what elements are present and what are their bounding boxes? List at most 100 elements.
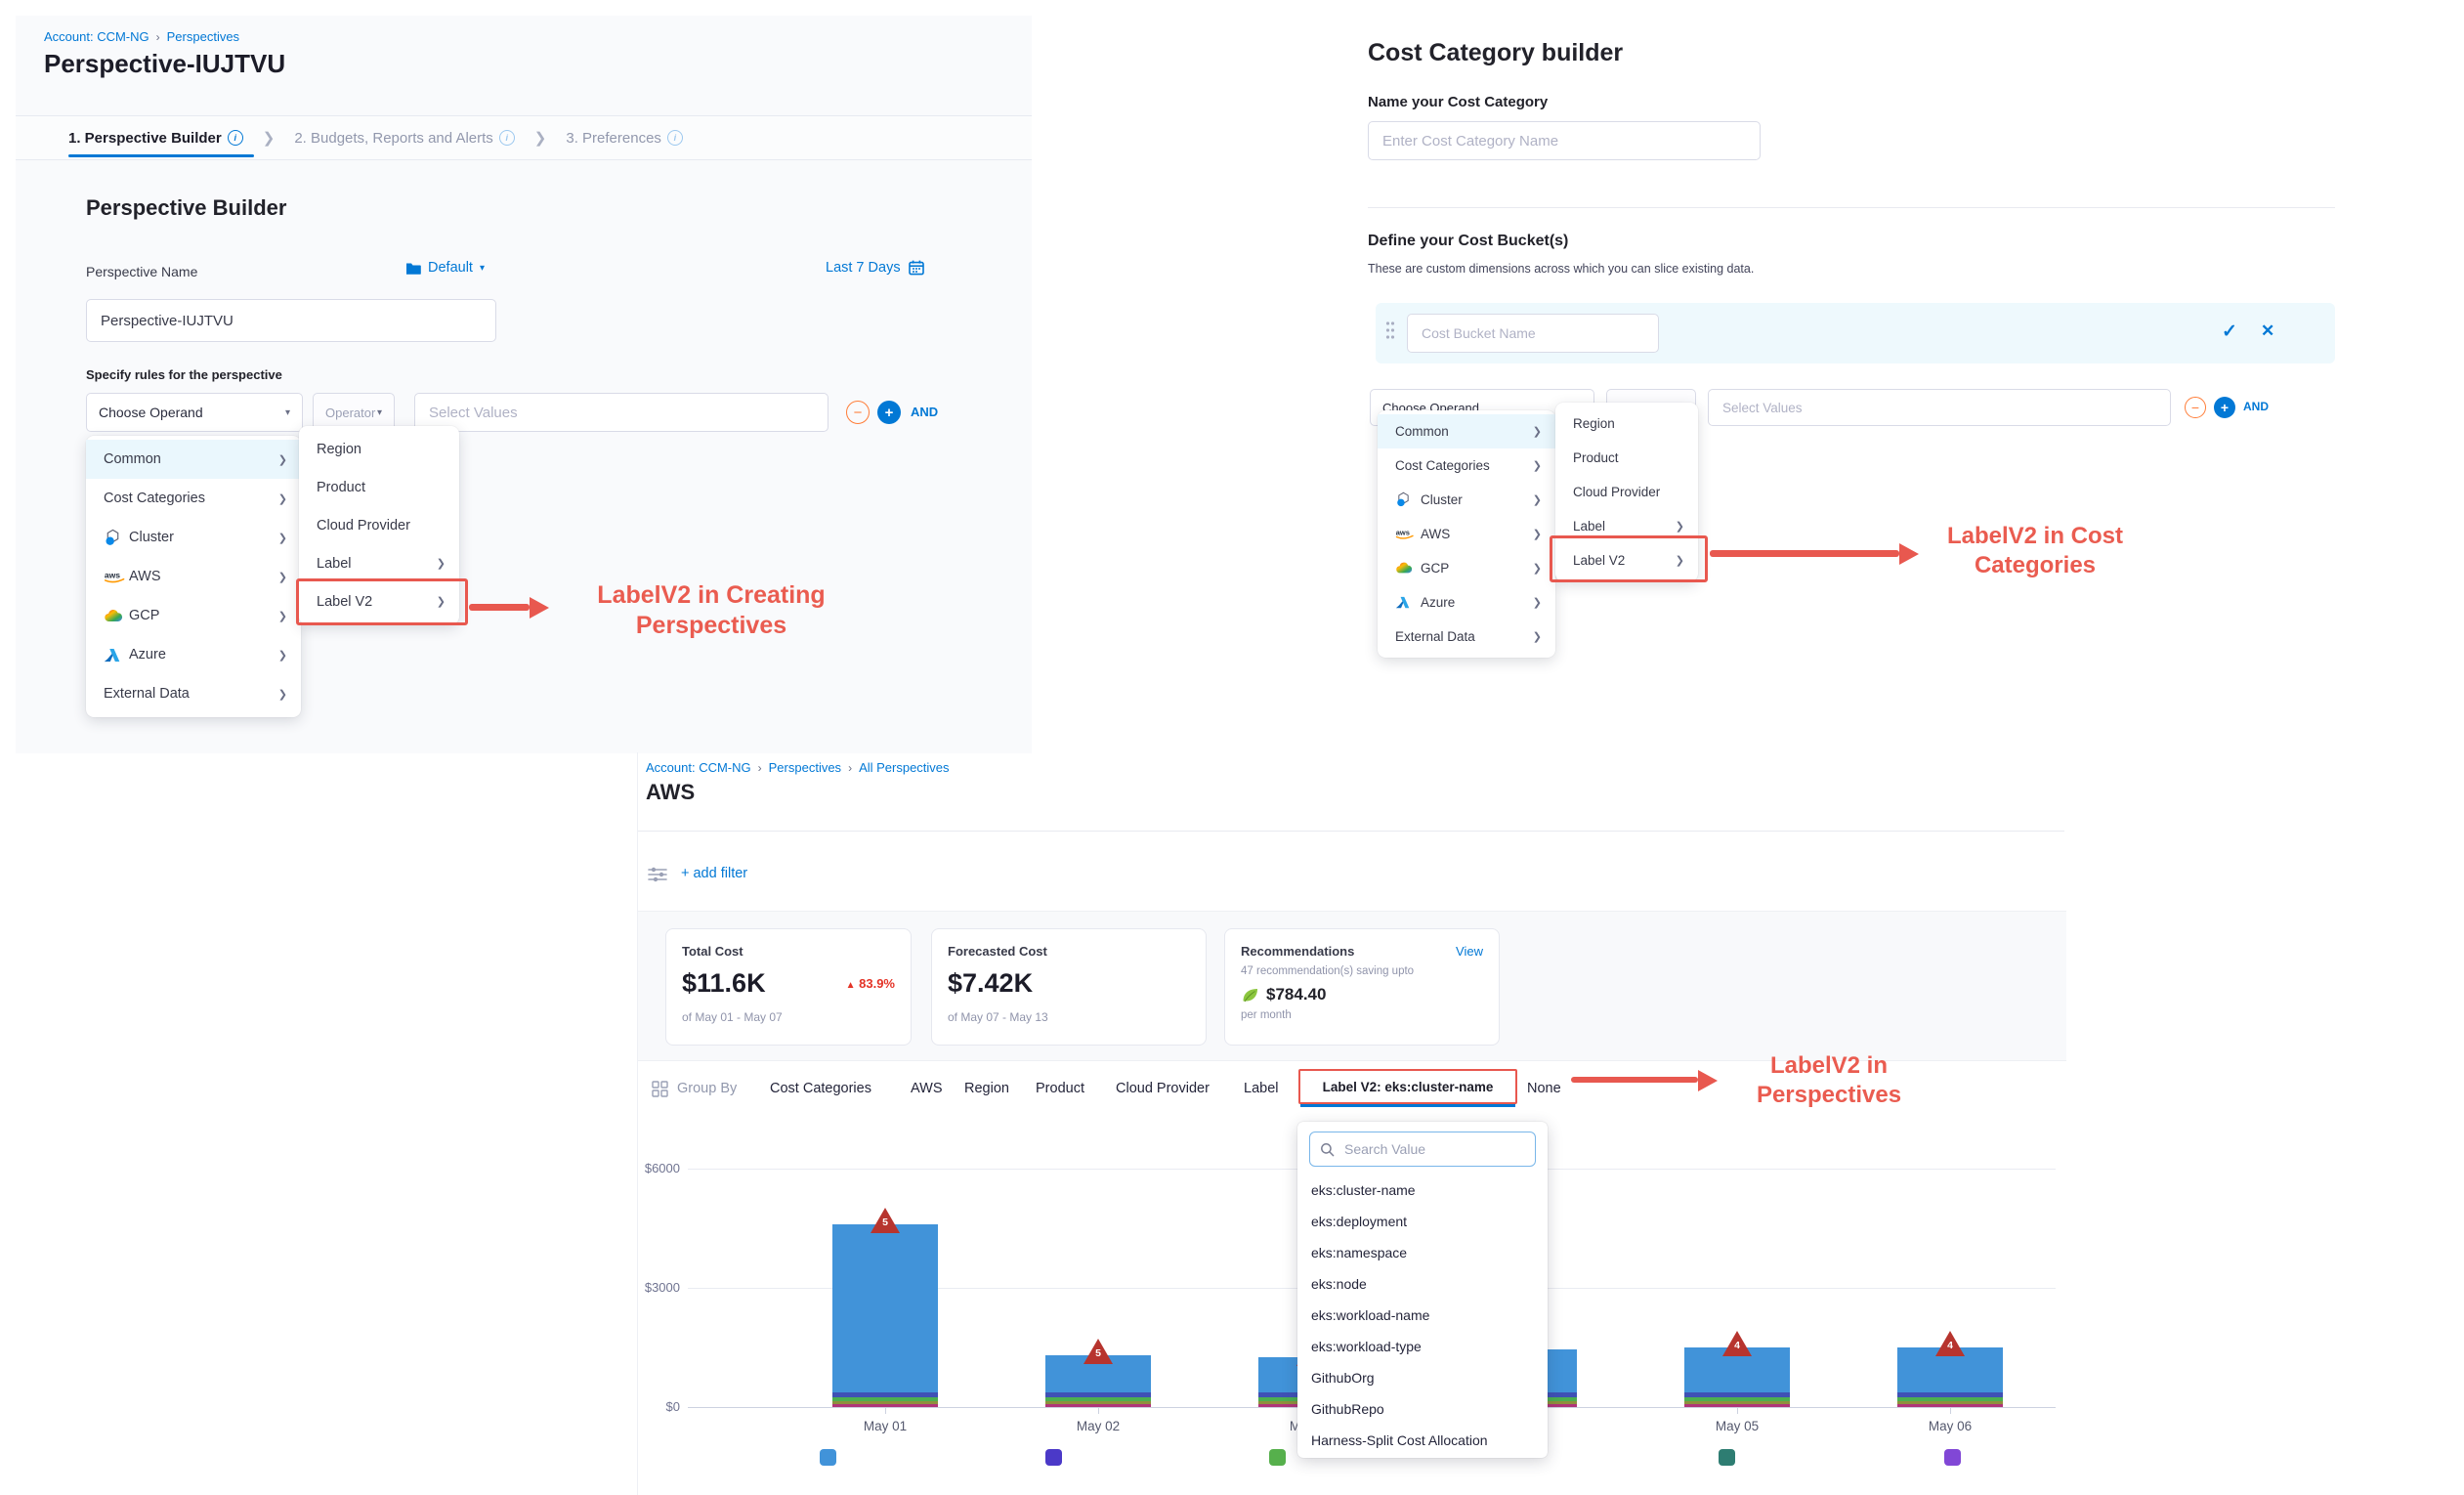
bucket-values-field[interactable]: [1708, 389, 2171, 426]
perspective-name-input[interactable]: [99, 311, 484, 330]
menu-item-external-data[interactable]: External Data ❯: [1378, 619, 1555, 654]
submenu-item-cloud-provider[interactable]: Cloud Provider: [1555, 475, 1698, 509]
bar-base-stripe: [832, 1404, 938, 1407]
bucket-values-input[interactable]: [1721, 399, 2158, 416]
breadcrumb-account[interactable]: Account: CCM-NG: [44, 29, 149, 44]
values-field[interactable]: [414, 393, 828, 432]
legend-chip[interactable]: [1269, 1449, 1286, 1466]
menu-item-aws[interactable]: aws AWS ❯: [1378, 517, 1555, 551]
legend-chip[interactable]: [1944, 1449, 1961, 1466]
cc-name-field[interactable]: [1368, 121, 1761, 160]
legend-chip[interactable]: [1045, 1449, 1062, 1466]
x-axis-tick: [1950, 1408, 1951, 1414]
submenu-item-product[interactable]: Product: [1555, 441, 1698, 475]
folder-selector[interactable]: Default ▾: [405, 260, 485, 276]
anomaly-badge[interactable]: 4: [1722, 1331, 1752, 1356]
breadcrumb-perspectives[interactable]: Perspectives: [166, 29, 240, 44]
value-option-harness-split-cost-allocation[interactable]: Harness-Split Cost Allocation: [1311, 1432, 1488, 1448]
group-by-cloud-provider[interactable]: Cloud Provider: [1116, 1081, 1210, 1096]
caret-down-icon: ▾: [284, 406, 290, 418]
remove-rule-button[interactable]: −: [2185, 397, 2206, 418]
bar-may-01[interactable]: [832, 1224, 938, 1407]
menu-item-cluster[interactable]: Cluster ❯: [86, 518, 301, 557]
submenu-item-label[interactable]: Label ❯: [1555, 509, 1698, 543]
value-option-eks-node[interactable]: eks:node: [1311, 1276, 1367, 1292]
cost-bucket-name-field[interactable]: [1407, 314, 1659, 353]
and-button[interactable]: AND: [2243, 400, 2269, 413]
menu-item-cost-categories[interactable]: Cost Categories ❯: [1378, 448, 1555, 483]
search-value-input[interactable]: [1342, 1140, 1525, 1158]
submenu-item-label-v2[interactable]: Label V2 ❯: [299, 582, 459, 620]
remove-rule-button[interactable]: −: [846, 401, 870, 424]
value-option-eks-deployment[interactable]: eks:deployment: [1311, 1214, 1408, 1229]
group-by-none[interactable]: None: [1527, 1081, 1561, 1096]
group-by-active-label-v2[interactable]: Label V2: eks:cluster-name: [1298, 1069, 1517, 1104]
value-option-eks-namespace[interactable]: eks:namespace: [1311, 1245, 1408, 1260]
tab-preferences[interactable]: 3. Preferences i: [566, 130, 683, 147]
breadcrumb-account[interactable]: Account: CCM-NG: [646, 760, 751, 775]
x-axis-tick: [885, 1408, 886, 1414]
group-by-region[interactable]: Region: [964, 1081, 1009, 1096]
cc-name-input[interactable]: [1381, 131, 1748, 150]
menu-item-common[interactable]: Common ❯: [86, 440, 301, 479]
group-by-aws[interactable]: AWS: [911, 1081, 943, 1096]
menu-item-aws[interactable]: aws AWS ❯: [86, 557, 301, 596]
submenu-item-label: Label: [1573, 519, 1606, 534]
submenu-item-product[interactable]: Product: [299, 468, 459, 506]
operator-select[interactable]: Operator ▾: [313, 393, 395, 432]
view-recommendations-link[interactable]: View: [1456, 944, 1483, 959]
confirm-bucket-button[interactable]: ✓: [2222, 321, 2237, 342]
menu-item-cost-categories[interactable]: Cost Categories ❯: [86, 479, 301, 518]
submenu-item-cloud-provider[interactable]: Cloud Provider: [299, 506, 459, 544]
search-value-box[interactable]: [1309, 1132, 1536, 1167]
group-by-label-dim[interactable]: Label: [1244, 1081, 1279, 1096]
perspective-name-field[interactable]: [86, 299, 496, 342]
tab-budgets-reports-alerts[interactable]: 2. Budgets, Reports and Alerts i: [294, 130, 515, 147]
tab-perspective-builder[interactable]: 1. Perspective Builder i: [68, 130, 243, 147]
date-range-picker[interactable]: Last 7 Days: [826, 260, 924, 276]
breadcrumb-sep-icon: ›: [155, 29, 160, 44]
bar-may-06[interactable]: [1897, 1347, 2003, 1407]
breadcrumb-all-perspectives[interactable]: All Perspectives: [859, 760, 950, 775]
submenu-item-region[interactable]: Region: [299, 430, 459, 468]
menu-item-cluster[interactable]: Cluster ❯: [1378, 483, 1555, 517]
drag-handle[interactable]: [1385, 320, 1395, 344]
legend-chip[interactable]: [820, 1449, 836, 1466]
submenu-item-region[interactable]: Region: [1555, 406, 1698, 441]
breadcrumb-perspectives[interactable]: Perspectives: [768, 760, 842, 775]
add-filter-button[interactable]: + add filter: [681, 866, 748, 881]
add-rule-button[interactable]: +: [877, 401, 901, 424]
and-button[interactable]: AND: [911, 405, 939, 419]
menu-item-azure[interactable]: Azure ❯: [1378, 585, 1555, 619]
group-by-cost-categories[interactable]: Cost Categories: [770, 1081, 871, 1096]
value-option-githubrepo[interactable]: GithubRepo: [1311, 1401, 1384, 1417]
bar-may-05[interactable]: [1684, 1347, 1790, 1407]
annotation-arrow-head: [530, 597, 549, 619]
x-axis-label: May 06: [1928, 1419, 1973, 1433]
group-by-product[interactable]: Product: [1036, 1081, 1084, 1096]
value-option-eks-cluster-name[interactable]: eks:cluster-name: [1311, 1182, 1416, 1198]
value-option-githuborg[interactable]: GithubOrg: [1311, 1370, 1375, 1386]
submenu-item-label[interactable]: Label ❯: [299, 544, 459, 582]
anomaly-badge[interactable]: 5: [871, 1208, 900, 1233]
submenu-item-label-v2[interactable]: Label V2 ❯: [1555, 543, 1698, 577]
anomaly-badge[interactable]: 4: [1935, 1331, 1965, 1356]
menu-item-common[interactable]: Common ❯: [1378, 414, 1555, 448]
operand-select[interactable]: Choose Operand ▾: [86, 393, 303, 432]
anomaly-badge[interactable]: 5: [1083, 1339, 1113, 1364]
legend-chip[interactable]: [1719, 1449, 1735, 1466]
value-option-eks-workload-name[interactable]: eks:workload-name: [1311, 1307, 1430, 1323]
menu-item-azure[interactable]: Azure ❯: [86, 635, 301, 674]
cost-bucket-name-input[interactable]: [1420, 324, 1646, 342]
submenu-item-label: Product: [317, 479, 365, 495]
menu-item-gcp[interactable]: GCP ❯: [86, 596, 301, 635]
delta-up-icon: ▲: [845, 980, 856, 991]
close-bucket-button[interactable]: ✕: [2261, 321, 2275, 340]
menu-item-gcp[interactable]: GCP ❯: [1378, 551, 1555, 585]
bar-base-stripe: [1684, 1404, 1790, 1407]
values-input[interactable]: [427, 403, 816, 422]
filter-icon[interactable]: [648, 866, 667, 888]
add-rule-button[interactable]: +: [2214, 397, 2235, 418]
menu-item-external-data[interactable]: External Data ❯: [86, 674, 301, 713]
value-option-eks-workload-type[interactable]: eks:workload-type: [1311, 1339, 1422, 1354]
